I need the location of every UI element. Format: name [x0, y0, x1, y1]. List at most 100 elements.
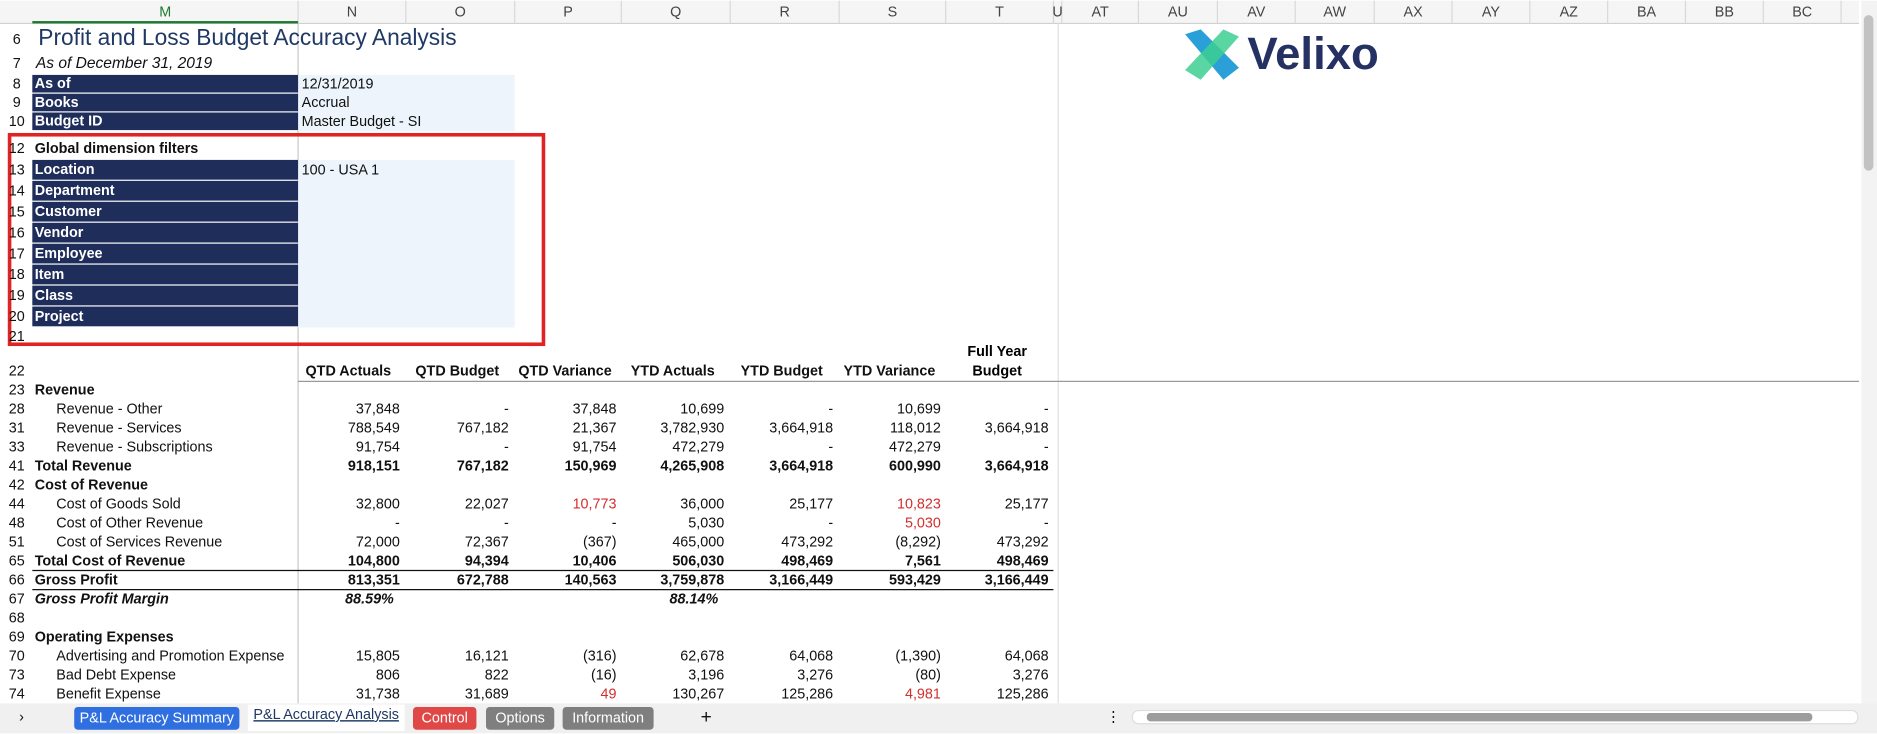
scroll-thumb[interactable]	[1146, 712, 1813, 722]
report-title: Profit and Loss Budget Accuracy Analysis	[38, 24, 456, 50]
sheet-tab-label[interactable]: Control	[422, 711, 468, 727]
tab-scroll[interactable]: ›	[19, 710, 24, 726]
label-text: Department	[35, 183, 115, 199]
column-title-text: Full Year Budget	[967, 343, 1027, 379]
row-number: 31	[9, 421, 25, 437]
cell-value: 3,276	[797, 667, 833, 683]
cell-value: 31,738	[356, 686, 400, 702]
vertical-scrollbar[interactable]	[1861, 0, 1877, 705]
cell-value: 16,121	[465, 648, 509, 664]
label-cell	[32, 306, 299, 327]
cell-value: 806	[376, 667, 400, 683]
row-label: Gross Profit	[35, 572, 118, 588]
label-text: Budget ID	[35, 114, 103, 130]
sheet-tab[interactable]	[74, 706, 240, 730]
cell-value: 3,196	[688, 667, 724, 683]
column-header: AW	[1323, 4, 1346, 20]
row-number: 68	[9, 610, 25, 626]
row-number: 20	[9, 309, 25, 325]
row-number: 44	[9, 497, 25, 513]
cell-value: 37,848	[573, 402, 617, 418]
value-text: 100 - USA 1	[302, 162, 379, 178]
column-header: BA	[1637, 4, 1657, 20]
cell-value: -	[1044, 402, 1049, 418]
sheet-tab-active[interactable]	[247, 704, 405, 731]
row-number: 13	[9, 162, 25, 178]
sheet-tab-label[interactable]: P&L Accuracy Summary	[80, 711, 235, 727]
column-header: BB	[1715, 4, 1734, 20]
column-header: P	[563, 4, 573, 20]
cell-value: 104,800	[348, 553, 400, 569]
cell-value: -	[504, 516, 509, 532]
cell-value: 91,754	[573, 440, 617, 456]
cell-value: 498,469	[997, 553, 1049, 569]
more[interactable]: ⋮	[1106, 710, 1120, 726]
row-label: Total Cost of Revenue	[35, 553, 186, 569]
column-header: T	[995, 4, 1004, 20]
row-label: Bad Debt Expense	[56, 667, 176, 683]
row-label: Cost of Other Revenue	[56, 516, 203, 532]
value-area	[298, 74, 515, 132]
sheet-tab-label[interactable]: Options	[495, 711, 545, 727]
value-text: Master Budget - SI	[302, 114, 422, 130]
value-area	[298, 159, 515, 328]
cell-value: -	[1044, 440, 1049, 456]
scroll-thumb[interactable]	[1863, 15, 1874, 171]
sheet-tab[interactable]	[562, 706, 654, 730]
cell-value: 21,367	[573, 421, 617, 437]
label-cell	[32, 264, 299, 285]
value-text: 12/31/2019	[302, 76, 374, 92]
cell-value: -	[828, 440, 833, 456]
cell-value: 150,969	[565, 459, 617, 475]
cell-value: 918,151	[348, 459, 400, 475]
row-label: Revenue	[35, 383, 95, 399]
cell-value: 88.59%	[345, 591, 394, 607]
column-title: QTD Variance	[518, 364, 611, 380]
sheet-tab[interactable]	[412, 706, 477, 730]
column-header: R	[779, 4, 789, 20]
row-number: 33	[9, 440, 25, 456]
cell-value: 125,286	[997, 686, 1049, 702]
sheet-tab-label[interactable]: Information	[572, 711, 644, 727]
cell-value: 672,788	[457, 572, 509, 588]
cell-value: -	[828, 516, 833, 532]
label-cell	[32, 285, 299, 306]
row-number: 19	[9, 288, 25, 304]
label-cell	[32, 180, 299, 201]
cell-value: 813,351	[348, 572, 400, 588]
row-number: 7	[13, 56, 21, 72]
cell-value: 3,782,930	[660, 421, 724, 437]
cell-value: 32,800	[356, 497, 400, 513]
row-number: 28	[9, 402, 25, 418]
row-label: Revenue - Services	[56, 421, 181, 437]
cell-value: 4,265,908	[660, 459, 724, 475]
cell-value: 91,754	[356, 440, 400, 456]
label-cell	[32, 243, 299, 264]
row-number: 6	[13, 32, 21, 48]
label-cell	[32, 112, 299, 131]
cell-value: 72,000	[356, 535, 400, 551]
row-number: 17	[9, 246, 25, 262]
cell-value: 37,848	[356, 402, 400, 418]
highlight-box	[7, 132, 546, 347]
cell-value: 64,068	[789, 648, 833, 664]
column-header: O	[455, 4, 466, 20]
cell-value: 36,000	[680, 497, 724, 513]
row-number: 41	[9, 459, 25, 475]
sheet-tab-label[interactable]: P&L Accuracy Analysis	[253, 707, 399, 723]
row-number: 70	[9, 648, 25, 664]
cell-value: 3,759,878	[660, 572, 724, 588]
row-number: 51	[9, 535, 25, 551]
row-label: Operating Expenses	[35, 629, 174, 645]
column-header-bar	[0, 0, 1860, 24]
row-label: Cost of Revenue	[35, 478, 148, 494]
cell-value: 49	[601, 686, 617, 702]
column-header: M	[159, 4, 171, 20]
cell-value: 3,276	[1013, 667, 1049, 683]
label-cell	[32, 201, 299, 222]
label-text: Books	[35, 95, 79, 111]
add-sheet[interactable]: +	[701, 707, 712, 728]
sheet-tab[interactable]	[486, 706, 555, 730]
label-cell	[32, 159, 299, 180]
row-number: 66	[9, 572, 25, 588]
